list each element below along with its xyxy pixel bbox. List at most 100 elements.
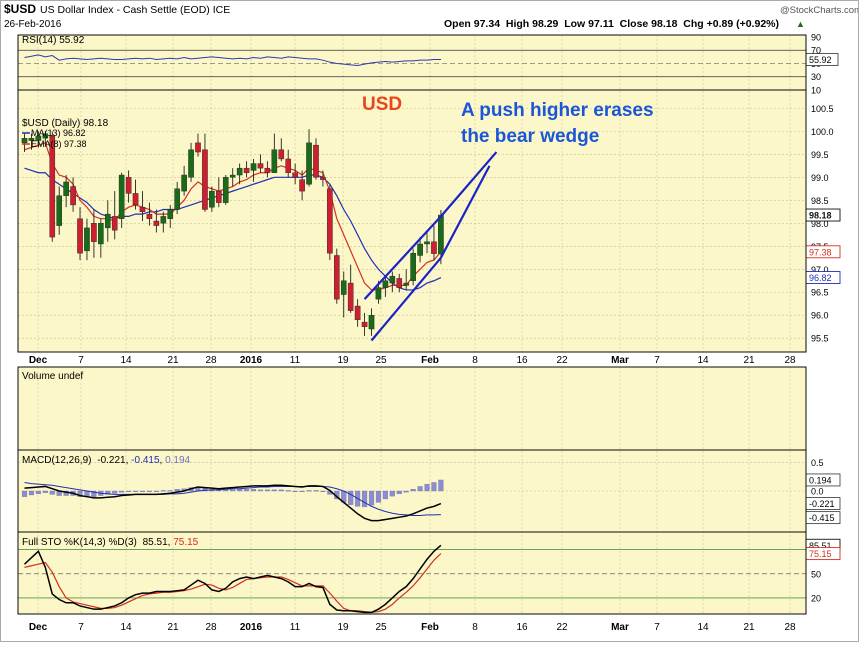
ohlc-quote: Open 97.34 High 98.29 Low 97.11 Close 98… <box>444 18 779 30</box>
rsi-tick-label: 30 <box>811 72 821 82</box>
candle-body <box>181 174 187 192</box>
volume-legend: Volume undef <box>22 371 83 382</box>
rsi-panel <box>18 35 806 90</box>
candle-body <box>361 321 368 327</box>
wedge-trendline <box>439 165 491 259</box>
candle-body <box>375 287 382 300</box>
candle-body <box>104 213 111 229</box>
candle-body <box>396 278 403 288</box>
candle-body <box>77 218 83 254</box>
x-tick-label: 22 <box>556 622 568 633</box>
macd-histogram-bar <box>112 490 118 494</box>
x-tick-label: 14 <box>697 622 709 633</box>
rsi-tick-label: 10 <box>811 86 821 96</box>
watermark: @StockCharts.com <box>780 5 859 16</box>
x-tick-label: 21 <box>167 622 179 633</box>
price-tick-label: 98.0 <box>811 219 829 229</box>
candle-body <box>236 167 243 176</box>
sto-k-line <box>23 544 442 614</box>
candle-body <box>216 190 222 203</box>
macd-histogram-bar <box>389 490 395 497</box>
chart-date: 26-Feb-2016 <box>4 19 62 30</box>
candle-body <box>146 213 153 219</box>
x-tick-label: Feb <box>421 622 439 633</box>
macd-histogram-bar <box>403 490 409 493</box>
x-tick-label: Mar <box>611 355 629 366</box>
x-tick-label: Dec <box>29 622 48 633</box>
macd-histogram-bar <box>28 490 34 496</box>
macd-histogram-bar <box>119 490 125 493</box>
candle-body <box>382 280 389 288</box>
sto-legend: Full STO %K(14,3) %D(3) 85.51, 75.15 <box>22 537 199 548</box>
price-group <box>21 129 498 342</box>
price-value-label: 98.18 <box>809 211 832 221</box>
macd-histogram-bar <box>431 482 437 492</box>
x-tick-label: 11 <box>290 355 301 366</box>
macd-histogram-bar <box>362 490 368 508</box>
x-tick-label: 19 <box>337 622 349 633</box>
macd-histogram-bar <box>230 489 236 492</box>
candle-body <box>49 135 56 238</box>
macd-histogram-bar <box>382 490 388 500</box>
candle-body <box>160 216 167 224</box>
price-tick-label: 99.5 <box>811 150 829 160</box>
macd-histogram-bar <box>167 490 173 492</box>
candle-body <box>410 252 416 281</box>
symbol-title: $USD <box>4 2 36 16</box>
macd-histogram-bar <box>139 490 146 492</box>
annotation-line-2: the bear wedge <box>461 126 599 147</box>
sto-tick-label: 50 <box>811 569 821 579</box>
candle-body <box>320 177 326 180</box>
price-tick-label: 96.0 <box>811 311 829 321</box>
macd-tick-label: 0.5 <box>811 458 824 468</box>
candle-body <box>431 241 437 254</box>
candle-body <box>167 209 174 219</box>
candle-body <box>222 177 229 203</box>
rsi-group <box>18 49 806 78</box>
rsi-line <box>24 54 441 66</box>
sto-tick-label: 20 <box>811 593 821 603</box>
candle-body <box>313 144 319 178</box>
macd-legend-hist: 0.194 <box>165 455 190 466</box>
candle-body <box>271 149 278 173</box>
candle-body <box>195 142 201 153</box>
macd-histogram-bar <box>306 490 312 492</box>
candle-body <box>229 174 236 178</box>
macd-histogram-bar <box>257 489 264 492</box>
macd-histogram-bar <box>285 490 291 492</box>
candle-body <box>334 255 340 300</box>
candle-body <box>299 179 305 192</box>
candle-body <box>42 133 49 139</box>
wedge-trendline <box>363 215 442 300</box>
macd-histogram-bar <box>21 490 28 497</box>
candle-body <box>84 227 90 252</box>
candle-body <box>327 188 333 254</box>
sto-value-label: 75.15 <box>809 549 832 559</box>
macd-histogram-bar <box>244 489 250 492</box>
macd-histogram-bar <box>250 489 257 492</box>
price-value-label: 96.82 <box>809 273 832 283</box>
macd-histogram-bar <box>292 490 298 492</box>
sto-legend-d: 75.15 <box>173 537 198 548</box>
macd-histogram-bar <box>126 490 132 492</box>
x-tick-label: 2016 <box>240 622 263 633</box>
candle-body <box>35 135 42 141</box>
sto-value-label: 85.51 <box>809 541 832 551</box>
annotation-line-1: A push higher erases <box>461 100 654 121</box>
candle-body <box>118 174 125 219</box>
annotation-usd: USD <box>362 94 402 115</box>
macd-histogram-bar <box>146 490 152 492</box>
rsi-value-label: 55.92 <box>809 55 832 65</box>
price-legend: $USD (Daily) 98.18 <box>22 118 109 129</box>
candle-body <box>202 149 208 210</box>
macd-histogram-bar <box>368 490 375 506</box>
candle-body <box>389 275 396 284</box>
x-tick-label: 14 <box>697 355 709 366</box>
macd-histogram-bar <box>313 490 319 492</box>
macd-group <box>21 479 444 522</box>
price-tick-label: 95.5 <box>811 334 829 344</box>
macd-value-label: -0.221 <box>809 499 835 509</box>
candle-body <box>278 149 285 160</box>
